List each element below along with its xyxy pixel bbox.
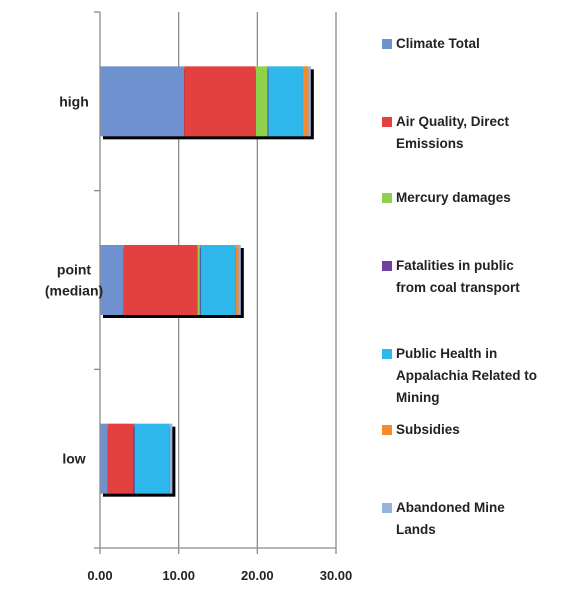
legend-label: Mining (396, 390, 440, 405)
legend-label: Fatalities in public (396, 258, 514, 273)
x-tick-label: 30.00 (320, 568, 353, 583)
legend-label: Lands (396, 522, 436, 537)
bar-segment: Public Health in Appalachia Related to M… (134, 423, 170, 494)
x-tick-labels: 0.00 10.00 20.00 30.00 (87, 568, 352, 583)
legend-label: Public Health in (396, 346, 497, 361)
legend: Climate Total Air Quality, Direct Emission… (382, 36, 537, 537)
bar-segment: Air Quality, Direct Emissions: 9.1 (184, 66, 256, 137)
legend-label: Air Quality, Direct (396, 114, 510, 129)
legend-swatch (382, 117, 392, 127)
x-tick-label: 0.00 (87, 568, 112, 583)
legend-swatch (382, 503, 392, 513)
x-tick-label: 20.00 (241, 568, 274, 583)
category-label: point (57, 262, 92, 278)
category-label: high (59, 93, 89, 109)
category-labels: high point (median) low (45, 93, 103, 466)
bars: Climate Total: 10.7Air Quality, Direct E… (100, 66, 314, 497)
legend-label: Subsidies (396, 422, 460, 437)
legend-label: Emissions (396, 136, 464, 151)
legend-label: Climate Total (396, 36, 480, 51)
bar-segment: Mercury damages: 0.3 (197, 245, 200, 315)
bar-segment: Subsidies: 0.7 (302, 66, 309, 137)
legend-swatch (382, 261, 392, 271)
bar-segment: Fatalities in public from coal transport… (267, 66, 269, 137)
legend-label: Appalachia Related to (396, 368, 537, 383)
bar-segment: Subsidies: 0.1 (169, 423, 171, 494)
bar-segment: Public Health in Appalachia Related to M… (268, 66, 303, 137)
legend-label: Mercury damages (396, 190, 511, 205)
bar-segment: Air Quality, Direct Emissions: 9.4 (123, 245, 198, 315)
bar-segment: Fatalities in public from coal transport… (199, 245, 201, 315)
bar-segment: Climate Total: 3 (100, 245, 124, 315)
legend-swatch (382, 425, 392, 435)
legend-swatch (382, 349, 392, 359)
bar-segment: Climate Total: 10.7 (100, 66, 185, 137)
x-tick-label: 10.00 (162, 568, 195, 583)
axes (94, 11, 337, 554)
legend-swatch (382, 193, 392, 203)
category-label: low (62, 451, 85, 467)
legend-label: from coal transport (396, 280, 520, 295)
bar-segment: Fatalities in public from coal transport… (133, 423, 135, 494)
bar-segment: Air Quality, Direct Emissions: 3.3 (107, 423, 134, 494)
bar-segment: Public Health in Appalachia Related to M… (200, 245, 236, 315)
bar-segment: Abandoned Mine Lands: 0.3 (238, 245, 241, 315)
bar-segment: Abandoned Mine Lands: 0.3 (308, 66, 311, 137)
bar-segment: Abandoned Mine Lands: 0.3 (170, 423, 173, 494)
bar-segment: Mercury damages: 1.5 (255, 66, 268, 137)
bar-segment: Climate Total: 1 (100, 423, 108, 494)
category-label: (median) (45, 283, 103, 299)
bar-segment: Subsidies: 0.4 (235, 245, 239, 315)
legend-swatch (382, 39, 392, 49)
legend-label: Abandoned Mine (396, 500, 505, 515)
